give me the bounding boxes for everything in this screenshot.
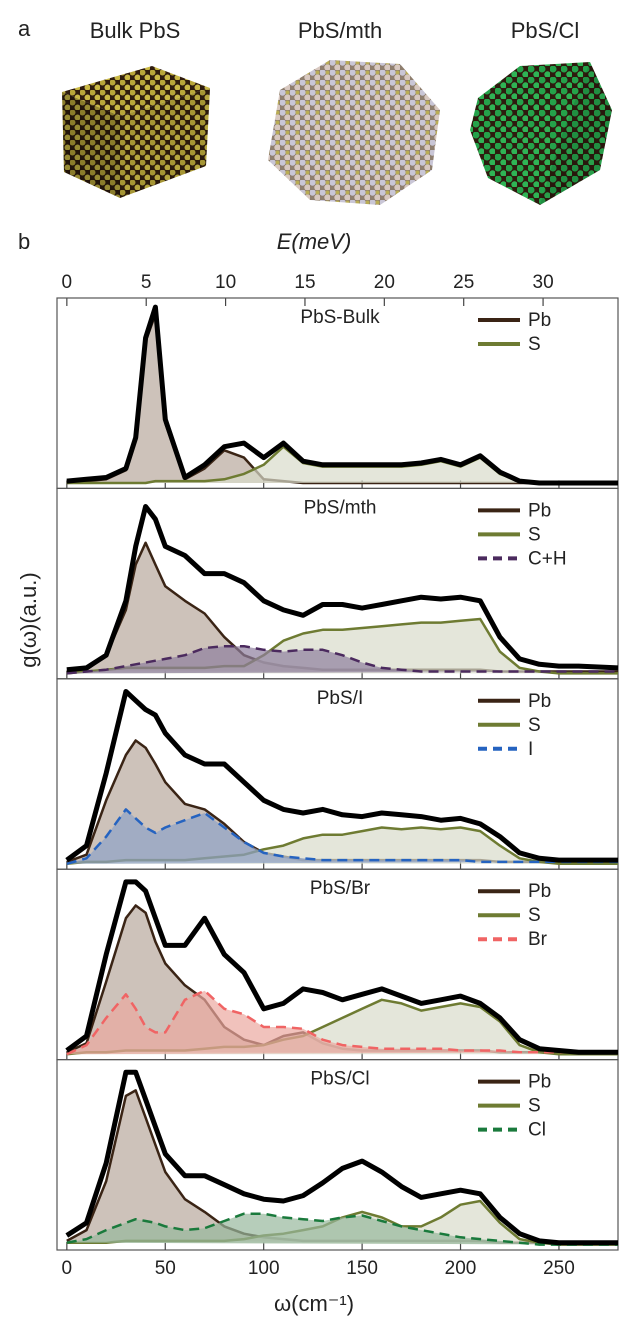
legend-label: Pb — [528, 500, 551, 521]
legend-label: S — [528, 1096, 541, 1117]
legend-label: C+H — [528, 548, 567, 569]
x-axis-title: ω(cm⁻¹) — [274, 1291, 354, 1316]
area-series — [66, 808, 618, 866]
top-tick-label: 10 — [215, 272, 236, 293]
panel-frame — [56, 1058, 619, 1251]
mth-nanocrystal — [268, 60, 440, 205]
bulk-cube — [62, 66, 210, 198]
legend-label: S — [528, 334, 541, 355]
panel-title: PbS-Bulk — [300, 307, 380, 328]
top-tick-label: 5 — [141, 272, 152, 293]
area-series — [66, 989, 618, 1056]
panel-title: PbS/Br — [310, 878, 371, 899]
area-series — [66, 644, 618, 675]
x-tick-label: 200 — [445, 1258, 477, 1279]
legend-label: S — [528, 524, 541, 545]
panel-title: PbS/mth — [304, 497, 377, 518]
legend-label: Pb — [528, 1072, 551, 1093]
total-line — [65, 689, 618, 863]
panel-title: PbS/Cl — [310, 1069, 369, 1090]
x-tick-label: 150 — [346, 1258, 378, 1279]
legend-label: Pb — [528, 881, 551, 902]
legend-label: S — [528, 715, 541, 736]
panel-title: PbS/I — [317, 688, 363, 709]
top-tick-label: 30 — [533, 272, 554, 293]
cl-nanocrystal — [470, 62, 612, 205]
total-line — [66, 504, 619, 673]
area-series — [66, 1212, 618, 1246]
legend-label: I — [528, 739, 533, 760]
legend-label: Pb — [528, 691, 551, 712]
structure-title: PbS/mth — [298, 18, 382, 43]
x-tick-label: 100 — [248, 1258, 280, 1279]
panel-label: b — [18, 229, 30, 254]
legend-label: Cl — [528, 1120, 546, 1141]
legend-label: Pb — [528, 310, 551, 331]
top-tick-label: 25 — [453, 272, 474, 293]
x-tick-label: 0 — [62, 1258, 73, 1279]
legend-label: S — [528, 905, 541, 926]
total-line — [66, 304, 618, 486]
y-axis-title: g(ω)(a.u.) — [16, 572, 41, 667]
total-line — [65, 879, 618, 1055]
top-tick-label: 20 — [374, 272, 395, 293]
x-tick-label: 250 — [543, 1258, 575, 1279]
x-tick-label: 50 — [155, 1258, 176, 1279]
structure-title: PbS/Cl — [511, 18, 579, 43]
legend-label: Br — [528, 929, 548, 950]
top-tick-label: 15 — [294, 272, 315, 293]
top-tick-label: 0 — [62, 272, 73, 293]
structure-title: Bulk PbS — [90, 18, 181, 43]
top-axis-title: E(meV) — [277, 229, 352, 254]
panel-label: a — [18, 16, 31, 41]
total-line — [65, 1069, 618, 1246]
